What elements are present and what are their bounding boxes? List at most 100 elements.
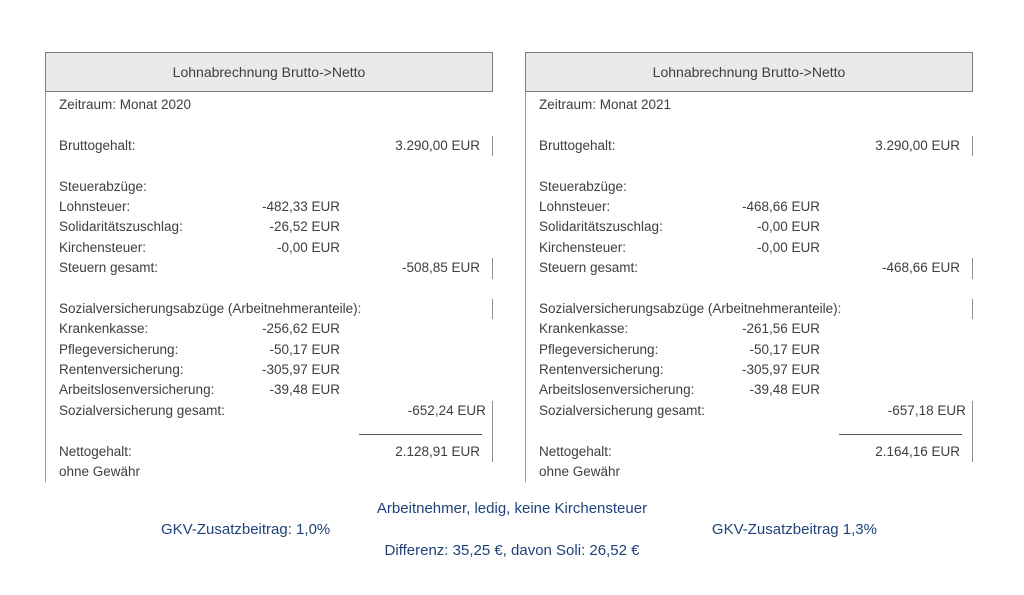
bruttogehalt-row: Bruttogehalt: 3.290,00 EUR	[46, 135, 493, 157]
solidaritaetszuschlag-value: -26,52 EUR	[269, 219, 340, 235]
nettogehalt-row: Nettogehalt: 2.164,16 EUR	[526, 441, 973, 463]
panel-body-2021: Zeitraum: Monat 2021 Bruttogehalt: 3.290,…	[525, 92, 973, 483]
arbeitslosenversicherung-value: -39,48 EUR	[269, 382, 340, 398]
sozialabzuege-header-row: Sozialversicherungsabzüge (Arbeitnehmera…	[526, 298, 973, 320]
lohnsteuer-value: -482,33 EUR	[261, 198, 340, 214]
rentenversicherung-label: Rentenversicherung:	[59, 362, 184, 378]
steuern-gesamt-value: -468,66 EUR	[881, 260, 960, 276]
solidaritaetszuschlag-label: Solidaritätszuschlag:	[539, 219, 663, 235]
zeitraum-row: Zeitraum: Monat 2021	[526, 95, 973, 115]
nettogehalt-value: 2.164,16 EUR	[875, 443, 960, 459]
sum-rule-row	[526, 421, 973, 442]
spacer-row	[526, 156, 973, 176]
steuerabzuege-header-row: Steuerabzüge:	[46, 177, 493, 197]
panel-header-2021: Lohnabrechnung Brutto->Netto	[525, 52, 973, 92]
krankenkasse-row: Krankenkasse: -256,62 EUR	[46, 319, 493, 339]
pflegeversicherung-label: Pflegeversicherung:	[539, 341, 659, 357]
lohnsteuer-label: Lohnsteuer:	[539, 198, 611, 214]
bruttogehalt-value: 3.290,00 EUR	[875, 137, 960, 153]
kirchensteuer-label: Kirchensteuer:	[539, 239, 627, 255]
steuern-gesamt-row: Steuern gesamt: -508,85 EUR	[46, 258, 493, 279]
spacer-row	[526, 115, 973, 135]
zeitraum-row: Zeitraum: Monat 2020	[46, 95, 493, 115]
panel-body-2020: Zeitraum: Monat 2020 Bruttogehalt: 3.290,…	[45, 92, 493, 483]
solidaritaetszuschlag-label: Solidaritätszuschlag:	[59, 219, 183, 235]
payroll-panel-2021: Lohnabrechnung Brutto->Netto Zeitraum: M…	[525, 52, 973, 483]
zeitraum-text: Zeitraum: Monat 2021	[539, 97, 672, 112]
kirchensteuer-row: Kirchensteuer: -0,00 EUR	[46, 238, 493, 258]
sum-rule	[359, 434, 482, 436]
nettogehalt-value: 2.128,91 EUR	[395, 443, 480, 459]
krankenkasse-value: -256,62 EUR	[261, 321, 340, 337]
lohnsteuer-row: Lohnsteuer: -468,66 EUR	[526, 197, 973, 217]
kirchensteuer-value: -0,00 EUR	[756, 239, 820, 255]
sozialversicherung-gesamt-row: Sozialversicherung gesamt: -652,24 EUR	[46, 400, 493, 422]
lohnsteuer-value: -468,66 EUR	[741, 198, 820, 214]
krankenkasse-row: Krankenkasse: -261,56 EUR	[526, 319, 973, 339]
bruttogehalt-label: Bruttogehalt:	[59, 137, 136, 153]
payroll-panel-2020: Lohnabrechnung Brutto->Netto Zeitraum: M…	[45, 52, 493, 483]
panel-header-2020: Lohnabrechnung Brutto->Netto	[45, 52, 493, 92]
bruttogehalt-row: Bruttogehalt: 3.290,00 EUR	[526, 135, 973, 157]
disclaimer-row: ohne Gewähr	[46, 462, 493, 482]
rentenversicherung-value: -305,97 EUR	[741, 362, 820, 378]
kirchensteuer-value: -0,00 EUR	[276, 239, 340, 255]
footnotes: Arbeitnehmer, ledig, keine Kirchensteuer…	[0, 498, 1024, 561]
sozialabzuege-header: Sozialversicherungsabzüge (Arbeitnehmera…	[539, 300, 842, 316]
pflegeversicherung-label: Pflegeversicherung:	[59, 341, 179, 357]
steuern-gesamt-label: Steuern gesamt:	[539, 260, 639, 276]
arbeitslosenversicherung-row: Arbeitslosenversicherung: -39,48 EUR	[526, 380, 973, 400]
krankenkasse-label: Krankenkasse:	[539, 321, 629, 337]
nettogehalt-label: Nettogehalt:	[539, 443, 612, 459]
solidaritaetszuschlag-row: Solidaritätszuschlag: -0,00 EUR	[526, 217, 973, 237]
panel-title: Lohnabrechnung Brutto->Netto	[652, 64, 846, 80]
difference-note: Differenz: 35,25 €, davon Soli: 26,52 €	[384, 542, 640, 559]
solidaritaetszuschlag-row: Solidaritätszuschlag: -26,52 EUR	[46, 217, 493, 237]
sozialversicherung-gesamt-value: -657,18 EUR	[887, 402, 966, 418]
sozialversicherung-gesamt-label: Sozialversicherung gesamt:	[59, 402, 225, 418]
disclaimer-text: ohne Gewähr	[539, 464, 621, 480]
disclaimer-row: ohne Gewähr	[526, 462, 973, 482]
gkv-note-row: GKV-Zusatzbeitrag: 1,0% GKV-Zusatzbeitra…	[0, 519, 1024, 540]
rentenversicherung-label: Rentenversicherung:	[539, 362, 664, 378]
lohnsteuer-row: Lohnsteuer: -482,33 EUR	[46, 197, 493, 217]
krankenkasse-label: Krankenkasse:	[59, 321, 149, 337]
spacer-row	[46, 279, 493, 299]
solidaritaetszuschlag-value: -0,00 EUR	[756, 219, 820, 235]
nettogehalt-label: Nettogehalt:	[59, 443, 132, 459]
sozialversicherung-gesamt-value: -652,24 EUR	[407, 402, 486, 418]
rentenversicherung-value: -305,97 EUR	[261, 362, 340, 378]
pflegeversicherung-row: Pflegeversicherung: -50,17 EUR	[46, 340, 493, 360]
steuern-gesamt-row: Steuern gesamt: -468,66 EUR	[526, 258, 973, 279]
gkv-note-2020: GKV-Zusatzbeitrag: 1,0%	[161, 521, 331, 538]
arbeitslosenversicherung-label: Arbeitslosenversicherung:	[539, 382, 695, 398]
zeitraum-text: Zeitraum: Monat 2020	[59, 97, 192, 112]
profile-note: Arbeitnehmer, ledig, keine Kirchensteuer	[376, 500, 648, 517]
rentenversicherung-row: Rentenversicherung: -305,97 EUR	[526, 360, 973, 380]
panel-title: Lohnabrechnung Brutto->Netto	[172, 64, 366, 80]
arbeitslosenversicherung-label: Arbeitslosenversicherung:	[59, 382, 215, 398]
pflegeversicherung-row: Pflegeversicherung: -50,17 EUR	[526, 340, 973, 360]
spacer-row	[46, 156, 493, 176]
steuerabzuege-header: Steuerabzüge:	[539, 178, 627, 194]
arbeitslosenversicherung-row: Arbeitslosenversicherung: -39,48 EUR	[46, 380, 493, 400]
lohnsteuer-label: Lohnsteuer:	[59, 198, 131, 214]
sum-rule-row	[46, 421, 493, 442]
kirchensteuer-label: Kirchensteuer:	[59, 239, 147, 255]
rentenversicherung-row: Rentenversicherung: -305,97 EUR	[46, 360, 493, 380]
steuerabzuege-header-row: Steuerabzüge:	[526, 177, 973, 197]
steuerabzuege-header: Steuerabzüge:	[59, 178, 147, 194]
kirchensteuer-row: Kirchensteuer: -0,00 EUR	[526, 238, 973, 258]
disclaimer-text: ohne Gewähr	[59, 464, 141, 480]
pflegeversicherung-value: -50,17 EUR	[749, 341, 820, 357]
pflegeversicherung-value: -50,17 EUR	[269, 341, 340, 357]
sum-rule	[839, 434, 962, 436]
krankenkasse-value: -261,56 EUR	[741, 321, 820, 337]
steuern-gesamt-value: -508,85 EUR	[401, 260, 480, 276]
sozialversicherung-gesamt-label: Sozialversicherung gesamt:	[539, 402, 705, 418]
arbeitslosenversicherung-value: -39,48 EUR	[749, 382, 820, 398]
sozialabzuege-header: Sozialversicherungsabzüge (Arbeitnehmera…	[59, 300, 362, 316]
sozialversicherung-gesamt-row: Sozialversicherung gesamt: -657,18 EUR	[526, 400, 973, 422]
steuern-gesamt-label: Steuern gesamt:	[59, 260, 159, 276]
